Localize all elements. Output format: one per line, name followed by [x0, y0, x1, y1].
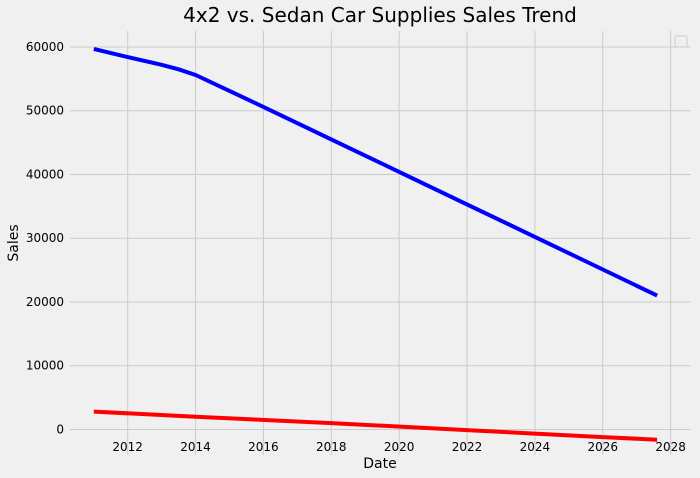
x-tick-label: 2028: [655, 440, 686, 454]
y-tick-label: 60000: [26, 40, 64, 54]
plot-area: [70, 31, 691, 455]
y-tick-label: 40000: [26, 167, 64, 181]
y-tick-label: 50000: [26, 104, 64, 118]
x-tick-label: 2012: [112, 440, 143, 454]
x-tick-label: 2016: [248, 440, 279, 454]
x-tick-label: 2024: [520, 440, 551, 454]
x-tick-label: 2022: [452, 440, 483, 454]
x-tick-label: 2014: [180, 440, 211, 454]
legend-box: [674, 35, 688, 48]
x-tick-label: 2026: [587, 440, 618, 454]
y-tick-label: 20000: [26, 295, 64, 309]
grid: [70, 31, 691, 455]
y-tick-label: 30000: [26, 231, 64, 245]
series-line-2: [93, 409, 658, 442]
x-axis-label: Date: [363, 456, 396, 472]
series-line-1: [93, 46, 658, 298]
x-tick-label: 2020: [384, 440, 415, 454]
chart-title: 4x2 vs. Sedan Car Supplies Sales Trend: [183, 3, 577, 27]
y-tick-label: 10000: [26, 359, 64, 373]
series-lines: [93, 46, 658, 442]
x-tick-label: 2018: [316, 440, 347, 454]
y-tick-label: 0: [56, 422, 64, 436]
tick-labels: 2012 2014 2016 2018 2020 2022 2024 2026 2028 0 100…: [26, 40, 686, 454]
y-axis-label: Sales: [6, 224, 22, 261]
